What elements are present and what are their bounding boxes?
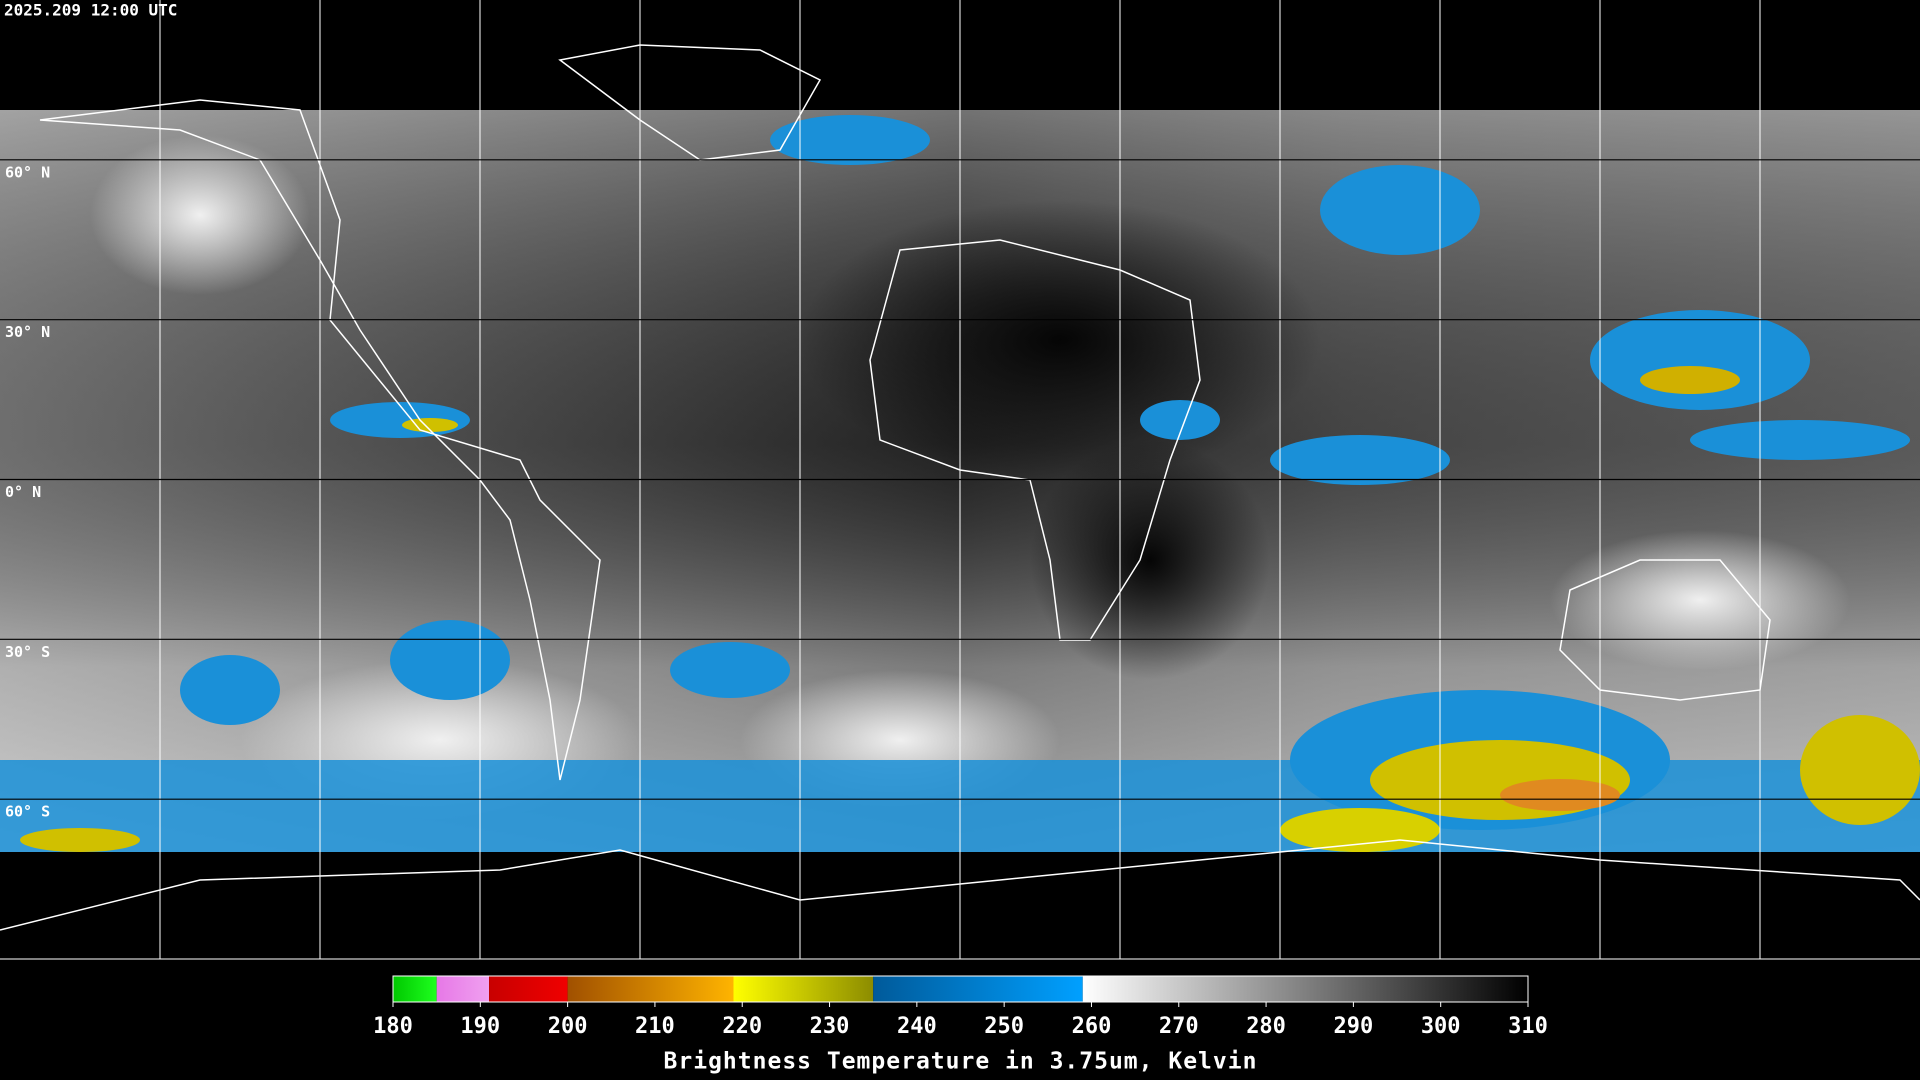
colorbar-segment [1082, 976, 1528, 1002]
colorbar-tick-label: 270 [1159, 1014, 1199, 1039]
cold-cloud [1270, 435, 1450, 485]
latitude-label: 30° S [5, 643, 50, 661]
colorbar-tick-label: 290 [1334, 1014, 1374, 1039]
colorbar-tick-label: 190 [460, 1014, 500, 1039]
cloud [90, 135, 310, 295]
colorbar-tick-label: 200 [548, 1014, 588, 1039]
cold-cloud [1590, 310, 1810, 410]
colorbar-segment [733, 976, 874, 1002]
colorbar-segment [567, 976, 734, 1002]
latitude-label: 0° N [5, 483, 41, 501]
colorbar-segment [393, 976, 437, 1002]
cloud [1550, 530, 1850, 670]
colorbar-frame [392, 975, 1529, 1003]
cold-cloud [1690, 420, 1910, 460]
americas [39, 99, 601, 781]
colorbar-tick-label: 280 [1246, 1014, 1286, 1039]
colorbar-tick-label: 310 [1508, 1014, 1548, 1039]
very-cold-cloud [20, 828, 140, 852]
very-cold-cloud [1640, 366, 1740, 394]
dry-region [800, 200, 1320, 480]
cold-cloud [1320, 165, 1480, 255]
colorbar-tick-label: 250 [984, 1014, 1024, 1039]
very-cold-cloud [1280, 808, 1440, 852]
colorbar-tick-label: 210 [635, 1014, 675, 1039]
colorbar-tick-label: 300 [1421, 1014, 1461, 1039]
coldest-cloud [1500, 779, 1620, 811]
colorbar-tick-label: 260 [1072, 1014, 1112, 1039]
cold-cloud [670, 642, 790, 698]
colorbar-tick-label: 240 [897, 1014, 937, 1039]
cold-cloud [770, 115, 930, 165]
cold-cloud [390, 620, 510, 700]
africa [869, 239, 1201, 641]
latitude-label: 30° N [5, 323, 50, 341]
colorbar-tick-label: 220 [722, 1014, 762, 1039]
graticule [0, 0, 1920, 960]
latitude-label: 60° S [5, 803, 50, 821]
colorbar-segment [489, 976, 568, 1002]
colorbar-segment [436, 976, 490, 1002]
cold-cloud [180, 655, 280, 725]
very-cold-cloud [1800, 715, 1920, 825]
very-cold-cloud [402, 418, 458, 432]
latitude-label: 60° N [5, 163, 50, 181]
colorbar-title: Brightness Temperature in 3.75um, Kelvin [664, 1049, 1258, 1075]
colorbar: 180 190 200 210 220 230 240 250 260 270 280 290 300 3… [373, 975, 1548, 1075]
cold-cloud [1140, 400, 1220, 440]
dry-region [1030, 440, 1270, 680]
colorbar-segment [873, 976, 1083, 1002]
colorbar-tick-label: 180 [373, 1014, 413, 1039]
timestamp: 2025.209 12:00 UTC [4, 1, 177, 20]
antarctica [0, 839, 1920, 931]
colorbar-tick-label: 230 [810, 1014, 850, 1039]
